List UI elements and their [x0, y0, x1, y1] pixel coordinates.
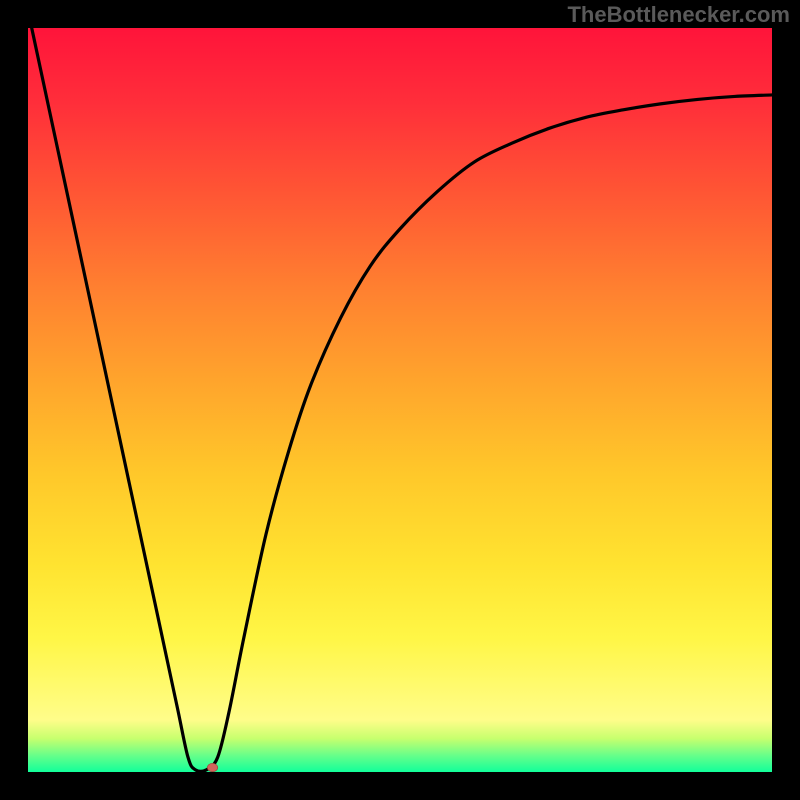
optimal-point-marker	[207, 763, 217, 771]
bottleneck-chart	[0, 0, 800, 800]
chart-background-gradient	[28, 28, 772, 772]
chart-container: TheBottlenecker.com	[0, 0, 800, 800]
watermark-text: TheBottlenecker.com	[567, 2, 790, 28]
